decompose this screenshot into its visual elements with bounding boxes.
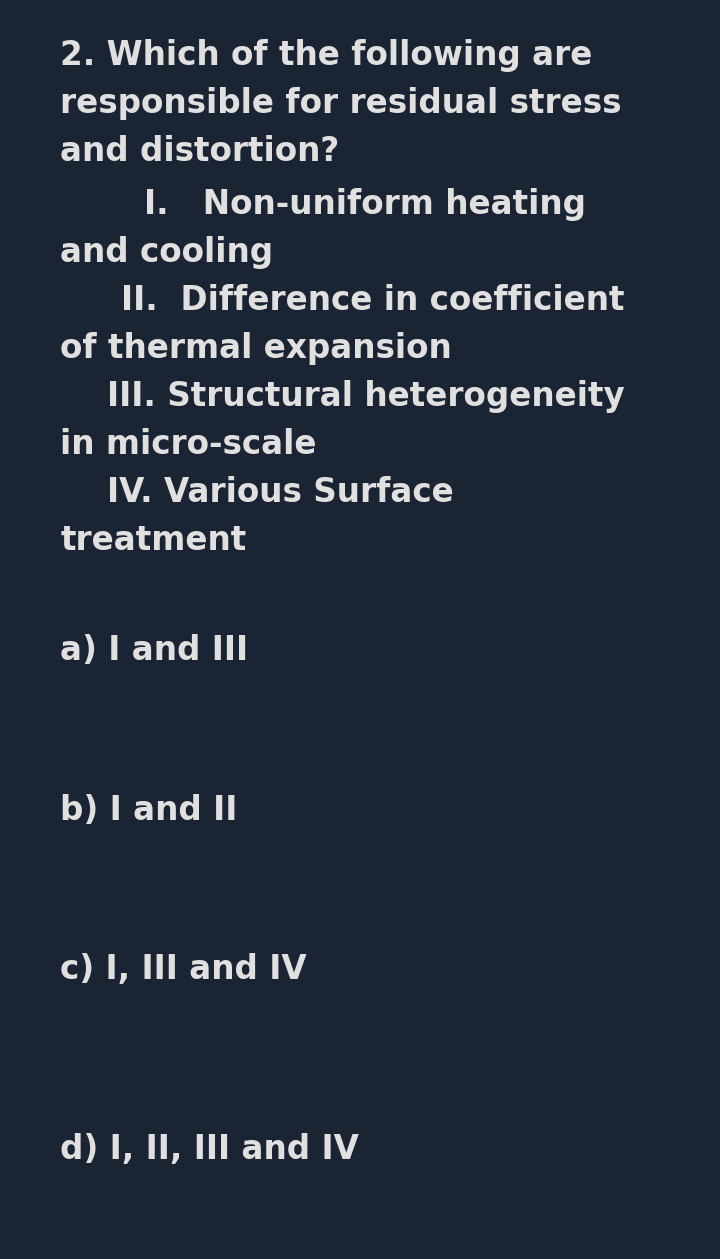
Text: IV. Various Surface: IV. Various Surface xyxy=(107,476,454,509)
Text: I.   Non-uniform heating: I. Non-uniform heating xyxy=(144,188,586,220)
Text: treatment: treatment xyxy=(60,524,247,556)
Text: III. Structural heterogeneity: III. Structural heterogeneity xyxy=(107,379,625,413)
Text: in micro-scale: in micro-scale xyxy=(60,428,317,461)
Text: a) I and III: a) I and III xyxy=(60,633,248,666)
Text: II.  Difference in coefficient: II. Difference in coefficient xyxy=(121,283,624,316)
Text: of thermal expansion: of thermal expansion xyxy=(60,331,452,365)
Text: c) I, III and IV: c) I, III and IV xyxy=(60,953,307,987)
Text: responsible for residual stress: responsible for residual stress xyxy=(60,87,622,120)
Text: 2. Which of the following are: 2. Which of the following are xyxy=(60,39,593,72)
Text: and cooling: and cooling xyxy=(60,235,274,268)
Text: and distortion?: and distortion? xyxy=(60,135,340,167)
Text: b) I and II: b) I and II xyxy=(60,793,238,826)
Text: d) I, II, III and IV: d) I, II, III and IV xyxy=(60,1133,359,1167)
